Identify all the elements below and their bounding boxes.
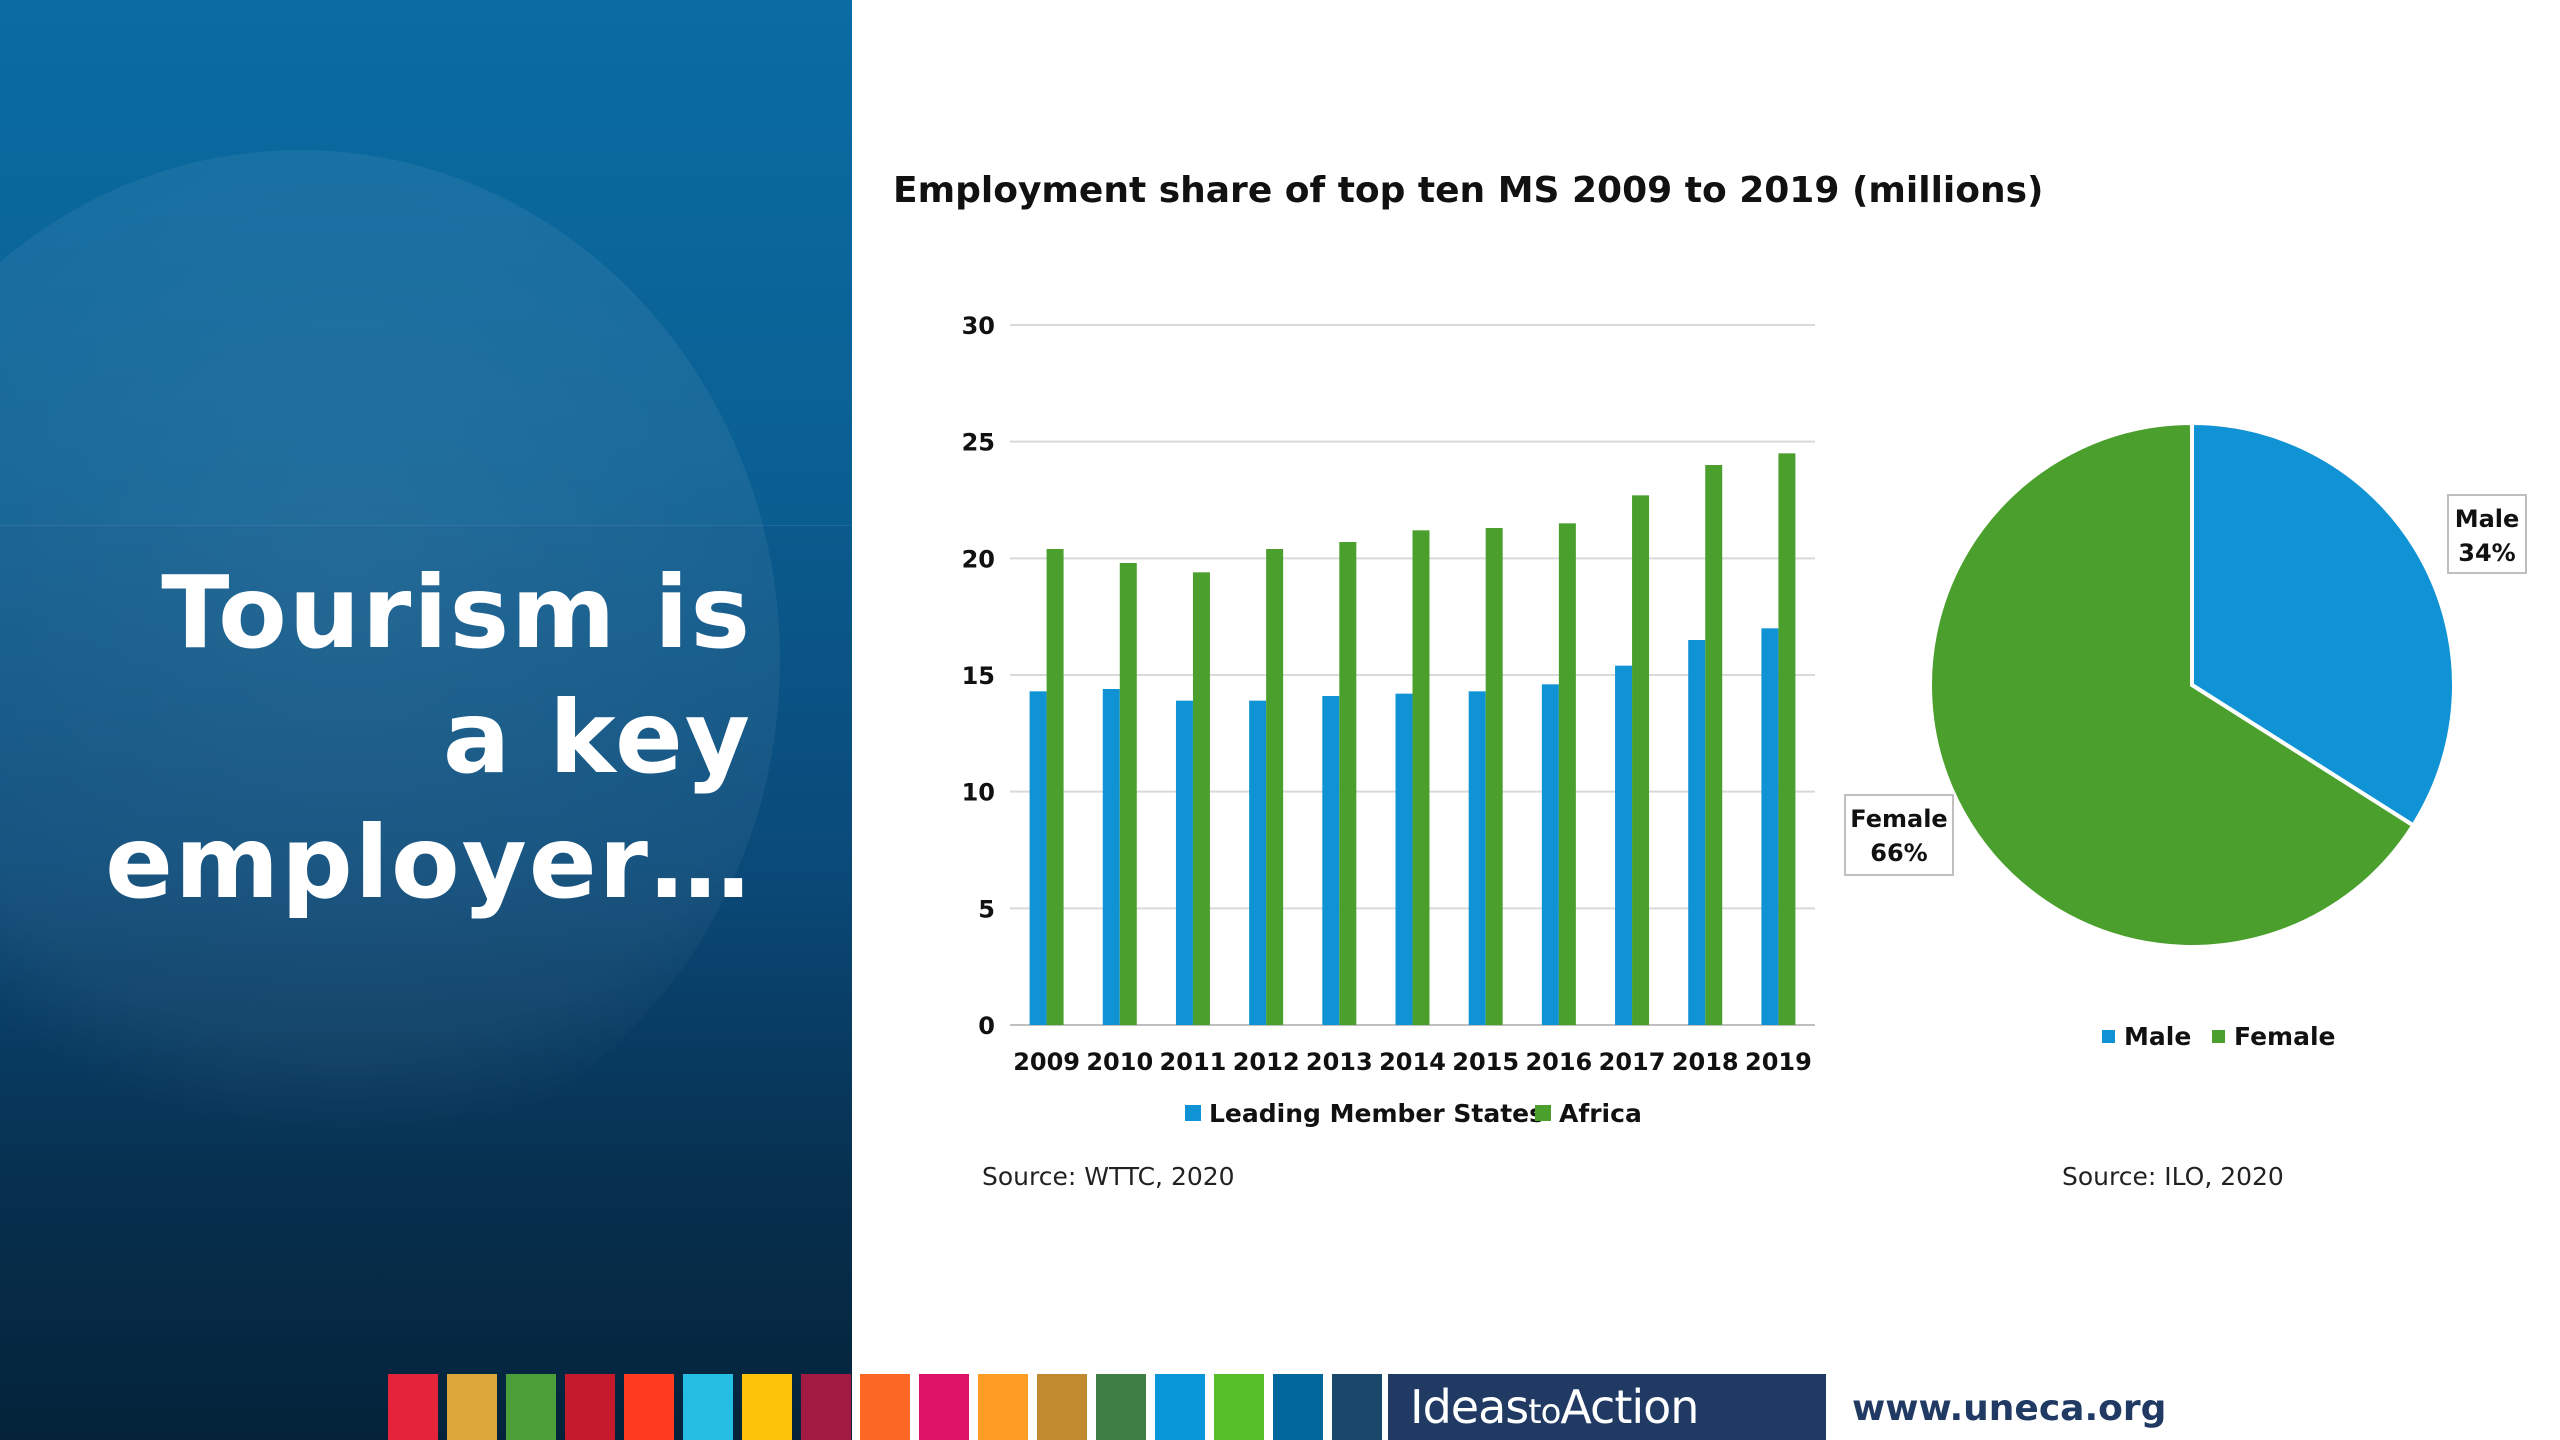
left-panel: Tourism is a key employer… [0,0,852,1440]
x-tick-label: 2010 [1086,1048,1153,1076]
sdg-color-block [1037,1374,1087,1440]
sdg-color-block [1214,1374,1264,1440]
y-tick-label: 0 [978,1012,995,1040]
bar-africa-2018 [1705,465,1723,1025]
headline-line-1: Tourism is [161,554,752,671]
headline: Tourism is a key employer… [52,550,752,925]
callout-name-male: Male [2455,505,2520,533]
y-tick-label: 15 [962,662,995,690]
panel-divider-line [0,525,852,526]
callout-value-male: 34% [2458,539,2515,567]
to-word: to [1528,1392,1561,1432]
legend-male-swatch [2102,1030,2115,1043]
sdg-color-block [506,1374,556,1440]
bar-africa-2010 [1119,563,1137,1025]
action-word: Action [1560,1380,1699,1434]
y-tick-label: 5 [978,895,995,923]
sdg-color-block [1332,1374,1382,1440]
x-tick-label: 2009 [1013,1048,1080,1076]
x-tick-label: 2015 [1452,1048,1519,1076]
decorative-circle [0,150,780,1170]
bar-africa-2014 [1412,530,1430,1025]
legend-male-label: Male [2124,1022,2191,1051]
bar-africa-2019 [1778,453,1796,1025]
bar-africa-2009 [1046,549,1064,1025]
pie-chart: Male 34% Female 66% Male Female [1844,420,2527,1051]
ideas-to-action-text: IdeastoAction [1410,1380,1699,1434]
sdg-color-block [919,1374,969,1440]
sdg-color-block [978,1374,1028,1440]
callout-name-female: Female [1850,805,1947,833]
bar-chart-title: Employment share of top ten MS 2009 to 2… [893,170,2044,211]
ideas-to-action-logo: IdeastoAction [1388,1374,1826,1440]
x-tick-label: 2018 [1672,1048,1739,1076]
sdg-color-block [447,1374,497,1440]
sdg-color-block [801,1374,851,1440]
pie-chart-source: Source: ILO, 2020 [2062,1162,2284,1191]
bar-leading-member-states-2013 [1322,696,1340,1025]
bar-leading-member-states-2018 [1688,640,1706,1025]
headline-line-3: employer… [105,804,752,921]
sdg-color-block [1155,1374,1205,1440]
bar-africa-2013 [1339,542,1357,1025]
y-tick-label: 30 [962,312,995,340]
sdg-color-block [388,1374,438,1440]
sdg-color-block [683,1374,733,1440]
bar-africa-2017 [1632,495,1650,1025]
sdg-color-block [624,1374,674,1440]
x-tick-label: 2013 [1306,1048,1373,1076]
ideas-word: Ideas [1410,1380,1529,1434]
bar-leading-member-states-2016 [1541,684,1559,1025]
x-tick-label: 2011 [1160,1048,1227,1076]
callout-box-female [1844,794,1954,876]
legend-leading-member-states-label: Leading Member States [1209,1099,1544,1128]
bar-leading-member-states-2009 [1029,691,1047,1025]
legend-africa-label: Africa [1559,1099,1642,1128]
callout-box-male [2447,494,2527,574]
bar-leading-member-states-2017 [1615,665,1633,1025]
bar-leading-member-states-2015 [1468,691,1486,1025]
y-tick-label: 10 [962,779,995,807]
x-tick-label: 2012 [1233,1048,1300,1076]
bar-leading-member-states-2012 [1249,700,1267,1025]
legend-leading-member-states-swatch [1185,1105,1201,1121]
website-url[interactable]: www.uneca.org [1852,1388,2167,1429]
pie-slice-female [1928,420,2416,949]
bar-leading-member-states-2010 [1102,689,1120,1025]
bar-africa-2015 [1485,528,1503,1025]
bar-chart: 0 5 10 15 20 25 30 2009 2010 2011 2012 2013 2014 2015… [962,312,1815,1128]
legend-female-label: Female [2234,1022,2335,1051]
bar-africa-2016 [1558,523,1576,1025]
bar-africa-2011 [1192,572,1210,1025]
sdg-color-block [742,1374,792,1440]
y-tick-label: 25 [962,429,995,457]
bar-africa-2012 [1266,549,1284,1025]
bar-leading-member-states-2019 [1761,628,1779,1025]
bar-leading-member-states-2011 [1175,700,1193,1025]
bar-chart-source: Source: WTTC, 2020 [982,1162,1235,1191]
x-tick-label: 2016 [1525,1048,1592,1076]
y-tick-label: 20 [962,545,995,573]
sdg-color-block [1273,1374,1323,1440]
legend-africa-swatch [1535,1105,1551,1121]
left-panel-band [0,0,852,525]
x-tick-label: 2019 [1745,1048,1812,1076]
sdg-color-block [1096,1374,1146,1440]
sdg-color-block [860,1374,910,1440]
x-tick-label: 2014 [1379,1048,1446,1076]
legend-female-swatch [2212,1030,2225,1043]
bar-leading-member-states-2014 [1395,693,1413,1025]
headline-line-2: a key [442,679,752,796]
x-tick-label: 2017 [1599,1048,1666,1076]
sdg-color-block [565,1374,615,1440]
callout-value-female: 66% [1870,839,1927,867]
